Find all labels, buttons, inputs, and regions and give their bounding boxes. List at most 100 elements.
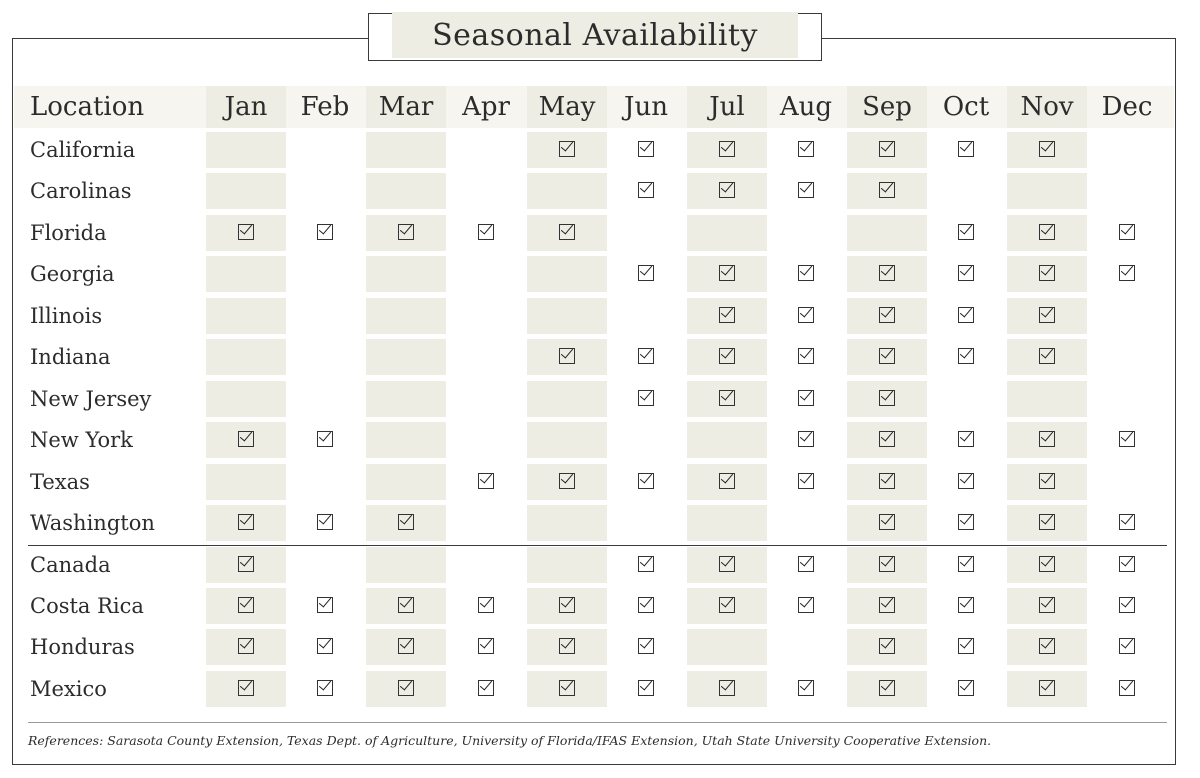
checkbox-checked-icon: [1119, 514, 1135, 530]
cell-shade: [527, 381, 607, 417]
location-label: Illinois: [30, 304, 103, 328]
checkbox-checked-icon: [1039, 265, 1055, 281]
checkbox-checked-icon: [638, 473, 654, 489]
month-header: Feb: [300, 92, 350, 122]
checkbox-checked-icon: [879, 348, 895, 364]
checkbox-checked-icon: [798, 556, 814, 572]
location-label: Georgia: [30, 262, 115, 286]
cell-shade: [527, 173, 607, 209]
checkbox-checked-icon: [638, 182, 654, 198]
checkbox-checked-icon: [798, 182, 814, 198]
checkbox-checked-icon: [798, 265, 814, 281]
month-header: Apr: [462, 92, 510, 122]
column-shade: [847, 86, 927, 128]
checkbox-checked-icon: [238, 556, 254, 572]
checkbox-checked-icon: [1039, 141, 1055, 157]
checkbox-checked-icon: [559, 473, 575, 489]
month-header: Jan: [224, 92, 268, 122]
checkbox-checked-icon: [798, 307, 814, 323]
checkbox-checked-icon: [879, 638, 895, 654]
checkbox-checked-icon: [478, 638, 494, 654]
checkbox-checked-icon: [317, 514, 333, 530]
checkbox-checked-icon: [238, 224, 254, 240]
cell-shade: [206, 173, 286, 209]
location-label: Indiana: [30, 345, 111, 369]
cell-shade: [206, 381, 286, 417]
checkbox-checked-icon: [798, 141, 814, 157]
cell-shade: [527, 505, 607, 541]
checkbox-checked-icon: [1119, 265, 1135, 281]
location-label: Texas: [30, 470, 90, 494]
checkbox-checked-icon: [798, 680, 814, 696]
location-header: Location: [30, 92, 145, 122]
checkbox-checked-icon: [478, 473, 494, 489]
cell-shade: [366, 132, 446, 168]
cell-shade: [206, 256, 286, 292]
checkbox-checked-icon: [1119, 224, 1135, 240]
location-label: Washington: [30, 511, 155, 535]
checkbox-checked-icon: [638, 265, 654, 281]
location-label: Costa Rica: [30, 594, 144, 618]
checkbox-checked-icon: [958, 680, 974, 696]
month-header: Oct: [942, 92, 990, 122]
month-header: Aug: [779, 92, 833, 122]
location-label: Canada: [30, 553, 111, 577]
cell-shade: [1007, 381, 1087, 417]
cell-shade: [687, 505, 767, 541]
checkbox-checked-icon: [879, 182, 895, 198]
checkbox-checked-icon: [719, 390, 735, 406]
references: References: Sarasota County Extension, T…: [28, 733, 992, 748]
location-label: New York: [30, 428, 133, 452]
cell-shade: [366, 173, 446, 209]
checkbox-checked-icon: [1039, 348, 1055, 364]
cell-shade: [847, 215, 927, 251]
cell-shade: [206, 132, 286, 168]
checkbox-checked-icon: [638, 680, 654, 696]
checkbox-checked-icon: [719, 348, 735, 364]
checkbox-checked-icon: [559, 141, 575, 157]
checkbox-checked-icon: [238, 638, 254, 654]
cell-shade: [687, 422, 767, 458]
checkbox-checked-icon: [958, 556, 974, 572]
column-shade: [1007, 86, 1087, 128]
checkbox-checked-icon: [958, 348, 974, 364]
checkbox-checked-icon: [638, 348, 654, 364]
checkbox-checked-icon: [719, 597, 735, 613]
cell-shade: [206, 298, 286, 334]
month-header: Mar: [378, 92, 434, 122]
checkbox-checked-icon: [879, 431, 895, 447]
checkbox-checked-icon: [958, 597, 974, 613]
checkbox-checked-icon: [478, 597, 494, 613]
checkbox-checked-icon: [798, 348, 814, 364]
checkbox-checked-icon: [478, 224, 494, 240]
checkbox-checked-icon: [1119, 431, 1135, 447]
checkbox-checked-icon: [478, 680, 494, 696]
cell-shade: [366, 256, 446, 292]
cell-shade: [366, 381, 446, 417]
checkbox-checked-icon: [719, 182, 735, 198]
column-shade: [206, 86, 286, 128]
checkbox-checked-icon: [958, 307, 974, 323]
checkbox-checked-icon: [398, 514, 414, 530]
checkbox-checked-icon: [559, 680, 575, 696]
cell-shade: [206, 339, 286, 375]
checkbox-checked-icon: [1119, 638, 1135, 654]
region-divider: [28, 545, 1167, 546]
cell-shade: [687, 215, 767, 251]
checkbox-checked-icon: [958, 141, 974, 157]
cell-shade: [366, 422, 446, 458]
location-label: Florida: [30, 221, 107, 245]
checkbox-checked-icon: [317, 680, 333, 696]
checkbox-checked-icon: [1039, 224, 1055, 240]
checkbox-checked-icon: [238, 680, 254, 696]
checkbox-checked-icon: [1119, 556, 1135, 572]
cell-shade: [206, 464, 286, 500]
checkbox-checked-icon: [879, 141, 895, 157]
checkbox-checked-icon: [879, 473, 895, 489]
checkbox-checked-icon: [638, 390, 654, 406]
month-header: Jul: [709, 92, 745, 122]
checkbox-checked-icon: [398, 638, 414, 654]
checkbox-checked-icon: [719, 141, 735, 157]
checkbox-checked-icon: [238, 597, 254, 613]
checkbox-checked-icon: [398, 224, 414, 240]
